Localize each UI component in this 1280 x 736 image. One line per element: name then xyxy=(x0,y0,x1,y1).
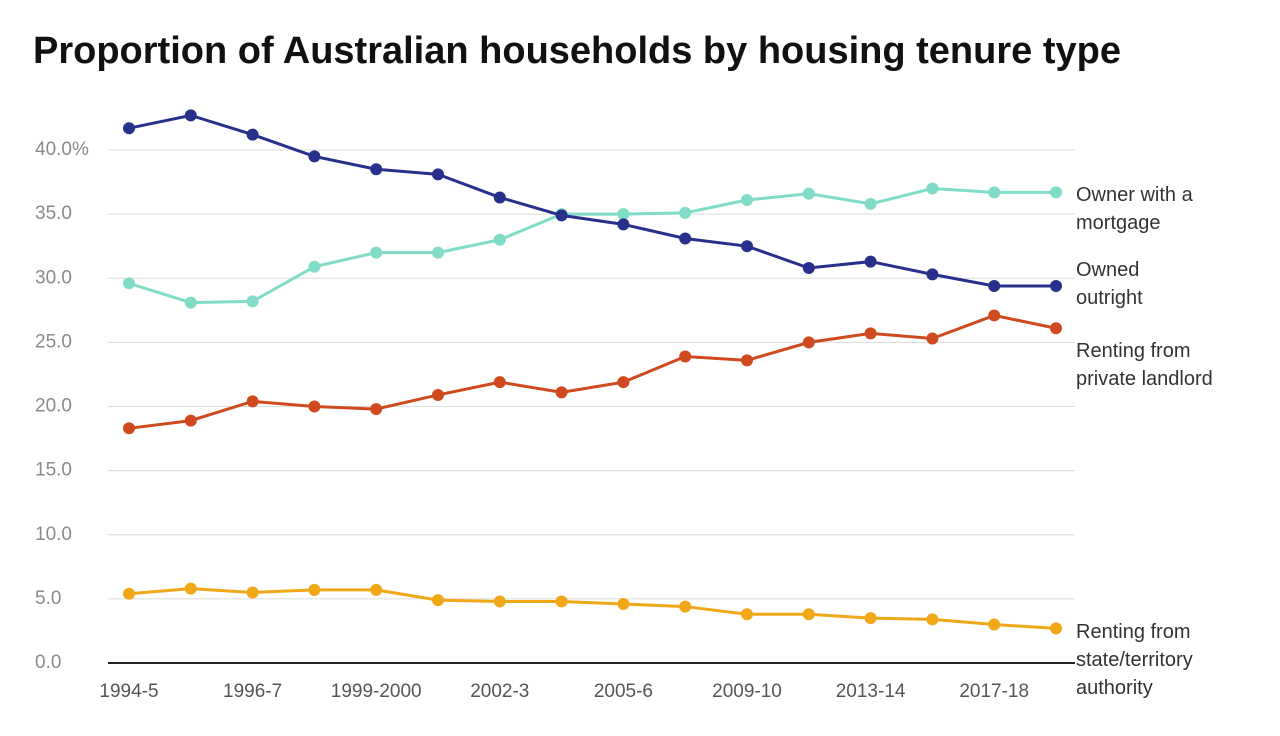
data-point xyxy=(1050,279,1062,292)
y-tick-label: 0.0 xyxy=(35,652,61,673)
y-tick-label: 30.0 xyxy=(35,267,72,288)
data-point xyxy=(246,586,259,599)
legend-label: Renting from state/territory authority xyxy=(1076,621,1193,699)
x-tick-label: 2009-10 xyxy=(712,681,782,702)
data-point xyxy=(123,587,135,600)
y-tick-label: 15.0 xyxy=(35,460,72,481)
y-tick-label: 25.0 xyxy=(35,331,72,352)
data-point xyxy=(308,260,321,273)
data-point xyxy=(926,268,939,281)
data-point xyxy=(432,246,444,259)
series-line xyxy=(128,587,1057,630)
data-point xyxy=(493,595,506,608)
data-point xyxy=(370,163,383,176)
x-tick-label: 2005-6 xyxy=(594,681,653,702)
data-point xyxy=(184,582,197,595)
series-line xyxy=(128,113,1056,288)
data-point xyxy=(802,187,815,200)
data-point xyxy=(308,150,321,163)
data-point xyxy=(802,261,815,274)
data-point xyxy=(555,386,568,399)
data-point xyxy=(679,232,692,245)
data-point xyxy=(555,595,568,608)
data-point xyxy=(555,209,568,222)
data-point xyxy=(246,395,259,408)
series-line xyxy=(128,313,1057,430)
data-point xyxy=(617,208,630,221)
data-point xyxy=(1050,622,1062,635)
x-tick-label: 1996-7 xyxy=(223,681,282,702)
data-point xyxy=(741,608,753,621)
chart-title: Proportion of Australian households by h… xyxy=(33,30,1121,72)
data-point xyxy=(1050,322,1062,335)
data-point xyxy=(246,295,259,308)
data-point xyxy=(988,279,1001,292)
data-point xyxy=(617,598,630,611)
y-tick-label: 5.0 xyxy=(35,588,61,609)
data-point xyxy=(432,594,444,607)
data-point xyxy=(741,240,753,253)
data-point xyxy=(493,191,506,204)
data-point xyxy=(617,218,630,231)
x-tick-label: 2013-14 xyxy=(836,681,906,702)
legend-label: Renting from private landlord xyxy=(1076,340,1213,390)
y-tick-label: 20.0 xyxy=(35,396,72,417)
data-point xyxy=(988,186,1001,199)
data-point xyxy=(679,206,692,219)
data-point xyxy=(493,376,506,389)
data-point xyxy=(864,612,877,625)
data-point xyxy=(493,233,506,246)
data-point xyxy=(308,583,321,596)
data-point xyxy=(432,388,444,401)
legend-label: Owner with a mortgage xyxy=(1076,184,1193,234)
data-point xyxy=(926,613,939,626)
data-point xyxy=(308,400,321,413)
data-point xyxy=(184,296,197,309)
data-point xyxy=(184,414,197,427)
data-point xyxy=(802,336,815,349)
x-tick-label: 1994-5 xyxy=(99,681,158,702)
data-point xyxy=(679,350,692,363)
data-point xyxy=(1050,186,1062,199)
data-point xyxy=(184,109,197,122)
data-point xyxy=(926,332,939,345)
data-point xyxy=(864,197,877,210)
x-tick-label: 2002-3 xyxy=(470,681,529,702)
data-point xyxy=(988,618,1001,631)
data-point xyxy=(123,277,135,290)
data-point xyxy=(617,376,630,389)
data-point xyxy=(988,309,1001,322)
y-tick-label: 35.0 xyxy=(35,203,72,224)
data-point xyxy=(432,168,444,181)
data-point xyxy=(679,600,692,613)
data-point xyxy=(370,583,383,596)
y-tick-label: 40.0% xyxy=(35,139,89,160)
series-line xyxy=(128,186,1056,305)
data-point xyxy=(123,122,135,135)
data-point xyxy=(864,327,877,340)
x-tick-label: 1999-2000 xyxy=(331,681,422,702)
data-point xyxy=(123,422,135,435)
data-point xyxy=(246,128,259,141)
data-point xyxy=(741,354,753,367)
x-tick-label: 2017-18 xyxy=(959,681,1029,702)
data-point xyxy=(802,608,815,621)
y-tick-label: 10.0 xyxy=(35,524,72,545)
data-point xyxy=(926,182,939,195)
legend-label: Owned outright xyxy=(1076,259,1143,309)
data-point xyxy=(864,255,877,268)
data-point xyxy=(741,194,753,207)
data-point xyxy=(370,403,383,416)
data-point xyxy=(370,246,383,259)
